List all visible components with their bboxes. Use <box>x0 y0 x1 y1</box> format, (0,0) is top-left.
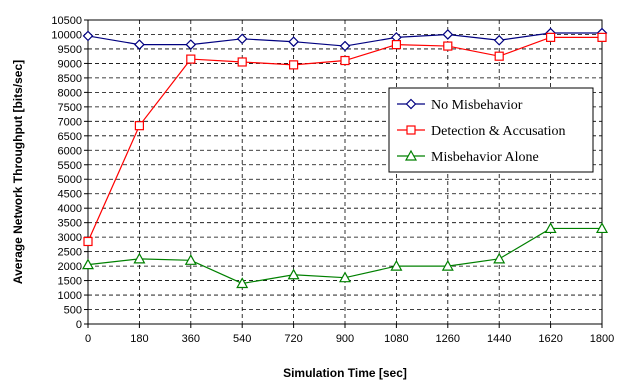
grid <box>88 20 602 324</box>
legend-marker <box>404 149 418 161</box>
data-point <box>597 32 607 42</box>
data-point <box>134 121 144 131</box>
legend-item: No Misbehavior <box>397 98 523 113</box>
x-tick-label: 360 <box>182 333 200 345</box>
y-tick-label: 500 <box>64 305 82 317</box>
data-point <box>287 268 300 280</box>
x-tick-label: 180 <box>130 333 148 345</box>
data-point <box>134 39 145 50</box>
y-tick-label: 4500 <box>58 189 82 201</box>
x-tick-label: 0 <box>85 333 91 345</box>
data-point <box>237 57 247 67</box>
y-tick-label: 3000 <box>58 232 82 244</box>
y-tick-label: 0 <box>76 319 82 331</box>
data-point <box>493 252 506 264</box>
data-point <box>545 32 556 42</box>
y-tick-label: 8500 <box>58 73 82 85</box>
y-tick-label: 7000 <box>58 116 82 128</box>
series-group <box>81 27 609 289</box>
x-axis-label: Simulation Time [sec] <box>283 366 407 380</box>
x-tick-label: 1620 <box>538 333 562 345</box>
data-point <box>338 271 352 283</box>
data-point <box>391 40 401 50</box>
data-point <box>493 34 505 46</box>
data-point <box>390 259 403 271</box>
x-tick-label: 1260 <box>436 333 460 345</box>
data-point <box>442 29 454 40</box>
data-point <box>82 30 94 42</box>
y-axis: 0 500 1000 1500 2000 2500 3000 3500 4000 4500 5000… <box>51 15 88 331</box>
y-tick-label: 5000 <box>58 174 82 186</box>
data-point <box>184 254 197 265</box>
data-point <box>83 236 93 247</box>
y-tick-label: 5500 <box>58 160 82 172</box>
legend-label: Detection & Accusation <box>431 124 566 139</box>
data-point <box>443 41 453 51</box>
data-point <box>186 54 196 64</box>
x-tick-label: 540 <box>233 333 251 345</box>
legend: No Misbehavior Detection & Accusation Misb… <box>388 87 594 173</box>
data-point <box>595 222 609 234</box>
legend-box <box>388 87 594 173</box>
x-tick-label: 1080 <box>384 333 408 345</box>
data-point <box>544 222 557 234</box>
data-point <box>236 33 248 45</box>
y-axis-label: Average Network Throughput [bits/sec] <box>11 60 25 284</box>
x-tick-label: 720 <box>284 333 302 345</box>
data-point <box>494 51 504 61</box>
data-point <box>236 277 249 289</box>
y-tick-label: 3500 <box>58 218 82 230</box>
data-point <box>133 252 146 264</box>
data-point <box>340 55 350 66</box>
y-tick-label: 10000 <box>51 29 82 41</box>
data-point <box>288 36 299 48</box>
y-tick-label: 1000 <box>58 290 82 302</box>
y-tick-label: 10500 <box>51 15 82 27</box>
data-point <box>81 258 95 270</box>
legend-marker <box>405 98 417 110</box>
y-tick-label: 7500 <box>58 102 82 114</box>
series-2 <box>83 32 607 247</box>
data-point <box>441 259 454 271</box>
y-tick-label: 4000 <box>58 203 82 215</box>
y-tick-label: 6500 <box>58 131 82 143</box>
y-tick-label: 1500 <box>58 276 82 288</box>
x-tick-label: 1440 <box>487 333 511 345</box>
x-tick-label: 1800 <box>590 333 614 345</box>
data-point <box>289 60 299 70</box>
series-3 <box>81 222 609 289</box>
x-tick-label: 900 <box>336 333 354 345</box>
y-tick-label: 9000 <box>58 58 82 70</box>
legend-marker <box>406 125 416 135</box>
y-tick-label: 8000 <box>58 87 82 99</box>
legend-label: No Misbehavior <box>431 98 523 113</box>
y-tick-label: 2500 <box>58 247 82 259</box>
data-point <box>339 40 351 52</box>
legend-item: Misbehavior Alone <box>397 149 539 165</box>
y-tick-label: 9500 <box>58 44 82 56</box>
y-tick-label: 2000 <box>58 261 82 273</box>
legend-item: Detection & Accusation <box>397 124 566 139</box>
x-axis: 0 180 360 540 720 900 1080 1260 1440 1620 1800 <box>85 324 614 345</box>
y-tick-label: 6000 <box>58 145 82 157</box>
data-point <box>185 39 197 50</box>
legend-label: Misbehavior Alone <box>431 150 539 165</box>
series-1 <box>82 27 608 52</box>
